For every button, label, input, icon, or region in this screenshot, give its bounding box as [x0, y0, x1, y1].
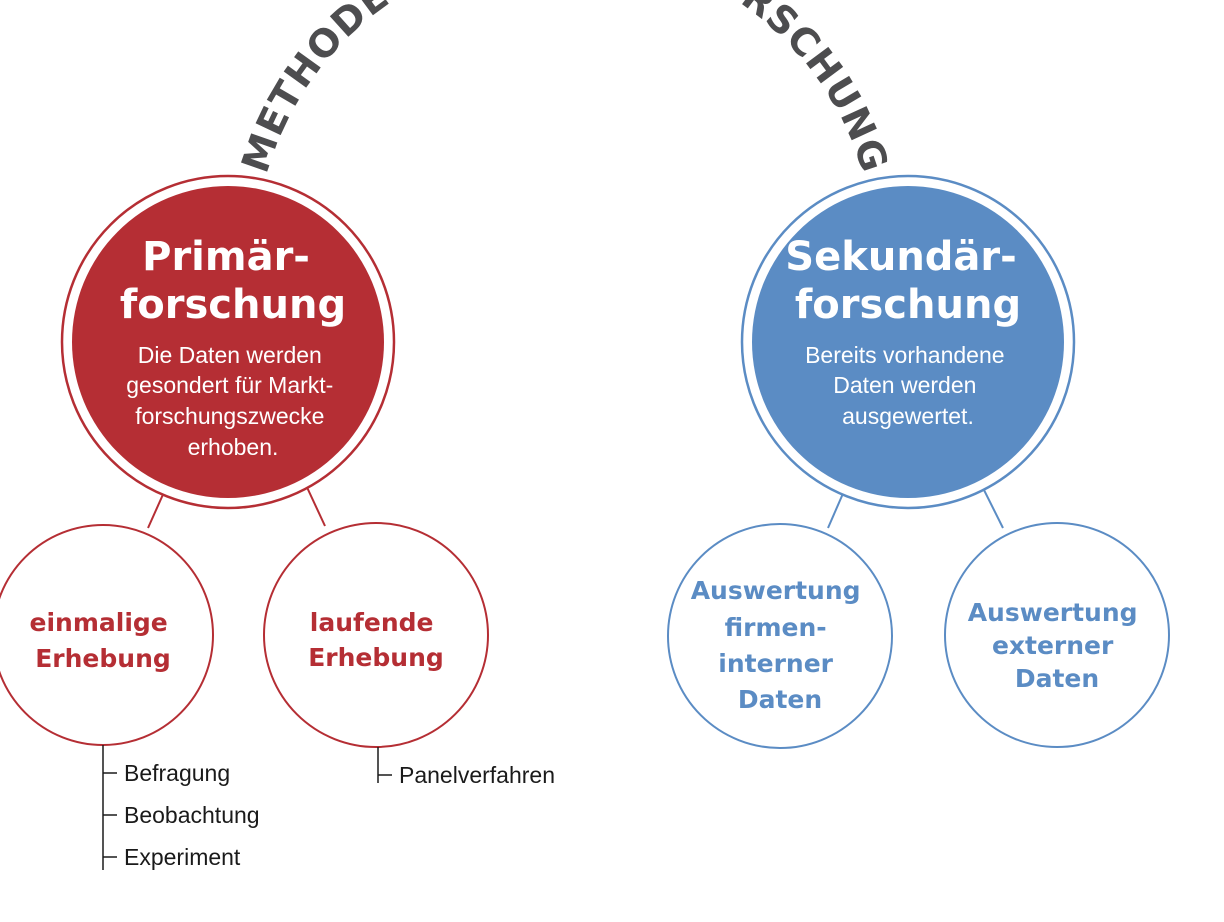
primary-description: Die Daten werden gesondert für Markt- fo… — [126, 342, 339, 460]
external-data-label: Auswertung externer Daten — [968, 598, 1147, 693]
secondary-description: Bereits vorhandene Daten werden ausgewer… — [805, 342, 1011, 429]
list-item-beobachtung: Beobachtung — [124, 802, 260, 828]
ongoing-survey-node: laufende Erhebung — [263, 522, 489, 748]
one-time-survey-node: einmalige Erhebung — [0, 524, 214, 746]
ongoing-survey-methods: Panelverfahren — [377, 747, 555, 788]
one-time-survey-methods: Befragung Beobachtung Experiment — [102, 745, 260, 870]
ongoing-survey-label: laufende Erhebung — [308, 608, 444, 672]
primary-research-node: Primär- forschung Die Daten werden geson… — [60, 174, 396, 510]
one-time-survey-label: einmalige Erhebung — [30, 608, 177, 673]
diagram-title: METHODEN DER MARKTFORSCHUNG — [233, 0, 897, 178]
secondary-research-node: Sekundär- forschung Bereits vorhandene D… — [740, 174, 1076, 510]
internal-data-label: Auswertung firmen- interner Daten — [691, 576, 870, 714]
connector-primary-laufend — [304, 482, 326, 527]
secondary-title: Sekundär- forschung — [785, 234, 1030, 328]
external-data-node: Auswertung externer Daten — [944, 522, 1170, 748]
primary-title: Primär- forschung — [120, 234, 346, 328]
list-item-befragung: Befragung — [124, 760, 230, 786]
list-item-experiment: Experiment — [124, 844, 241, 870]
connector-primary-einmalig — [147, 489, 166, 529]
list-item-panelverfahren: Panelverfahren — [399, 762, 555, 788]
internal-data-node: Auswertung firmen- interner Daten — [667, 523, 893, 749]
